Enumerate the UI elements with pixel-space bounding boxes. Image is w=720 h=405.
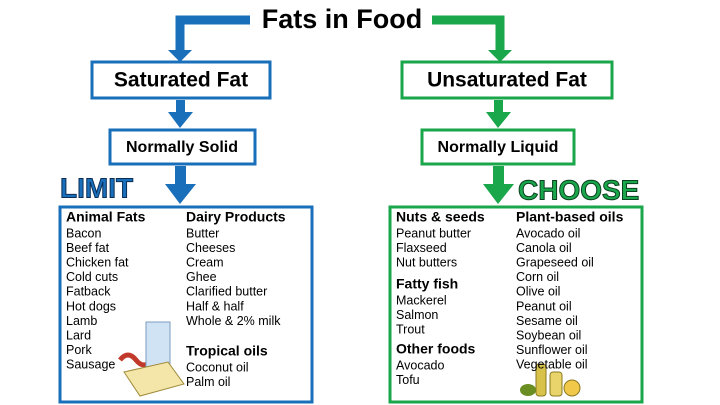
food-item: Salmon <box>396 308 438 322</box>
arrow-head <box>486 112 511 128</box>
food-item: Half & half <box>186 299 244 313</box>
food-item: Peanut oil <box>516 299 572 313</box>
arrow <box>176 100 185 114</box>
food-item: Corn oil <box>516 270 559 284</box>
state-box <box>108 128 257 166</box>
heading-box <box>400 60 614 100</box>
group-name: Animal Fats <box>66 209 146 225</box>
food-item: Fatback <box>66 285 111 299</box>
group-name: Nuts & seeds <box>396 209 485 225</box>
action-label: CHOOSE <box>518 174 639 205</box>
food-item: Trout <box>396 322 425 336</box>
food-item: Cheeses <box>186 241 235 255</box>
arrow-head <box>168 112 193 128</box>
arrow <box>175 15 250 52</box>
food-item: Lamb <box>66 314 97 328</box>
food-item: Flaxseed <box>396 241 447 255</box>
food-item: Grapeseed oil <box>516 255 594 269</box>
food-item: Bacon <box>66 226 101 240</box>
food-item: Pork <box>66 343 92 357</box>
food-item: Sesame oil <box>516 314 578 328</box>
arrow-head <box>488 50 512 62</box>
food-item: Vegetable oil <box>516 358 588 372</box>
food-item: Coconut oil <box>186 360 249 374</box>
food-item: Nut butters <box>396 255 457 269</box>
food-item: Mackerel <box>396 293 447 307</box>
food-item: Whole & 2% milk <box>186 314 281 328</box>
food-item: Butter <box>186 226 219 240</box>
food-item: Sunflower oil <box>516 343 588 357</box>
food-item: Chicken fat <box>66 255 129 269</box>
food-item: Cold cuts <box>66 270 118 284</box>
state: Normally Solid <box>126 139 238 156</box>
arrow-head <box>483 184 514 204</box>
heading: Unsaturated Fat <box>427 69 587 92</box>
food-item: Soybean oil <box>516 328 581 342</box>
arrow <box>175 166 186 186</box>
food-item: Canola oil <box>516 241 572 255</box>
group-name: Tropical oils <box>186 343 268 359</box>
food-item: Cream <box>186 255 224 269</box>
food-item: Tofu <box>396 373 420 387</box>
heading-box <box>90 60 272 100</box>
food-item: Avocado oil <box>516 226 580 240</box>
state-box <box>420 128 576 166</box>
food-item: Clarified butter <box>186 285 267 299</box>
oil-illustration <box>520 363 581 397</box>
arrow <box>493 166 504 186</box>
food-item: Palm oil <box>186 375 230 389</box>
food-box <box>388 205 644 404</box>
group-name: Plant-based oils <box>516 209 624 225</box>
food-item: Ghee <box>186 270 217 284</box>
arrow-head <box>168 50 192 62</box>
arrow <box>432 15 505 52</box>
heading: Saturated Fat <box>114 69 248 92</box>
food-item: Beef fat <box>66 241 110 255</box>
group-name: Dairy Products <box>186 209 286 225</box>
food-item: Hot dogs <box>66 299 116 313</box>
group-name: Fatty fish <box>396 276 458 292</box>
food-box <box>58 205 314 404</box>
food-item: Lard <box>66 328 91 342</box>
group-name: Other foods <box>396 341 476 357</box>
title: Fats in Food <box>262 4 422 34</box>
food-item: Sausage <box>66 358 115 372</box>
butter-illustration <box>118 321 185 397</box>
arrow-head <box>165 184 196 204</box>
food-item: Peanut butter <box>396 226 471 240</box>
food-item: Avocado <box>396 358 444 372</box>
state: Normally Liquid <box>438 139 559 156</box>
action-label: LIMIT <box>60 172 133 203</box>
arrow <box>494 100 503 114</box>
food-item: Olive oil <box>516 285 560 299</box>
connectors <box>165 15 514 204</box>
